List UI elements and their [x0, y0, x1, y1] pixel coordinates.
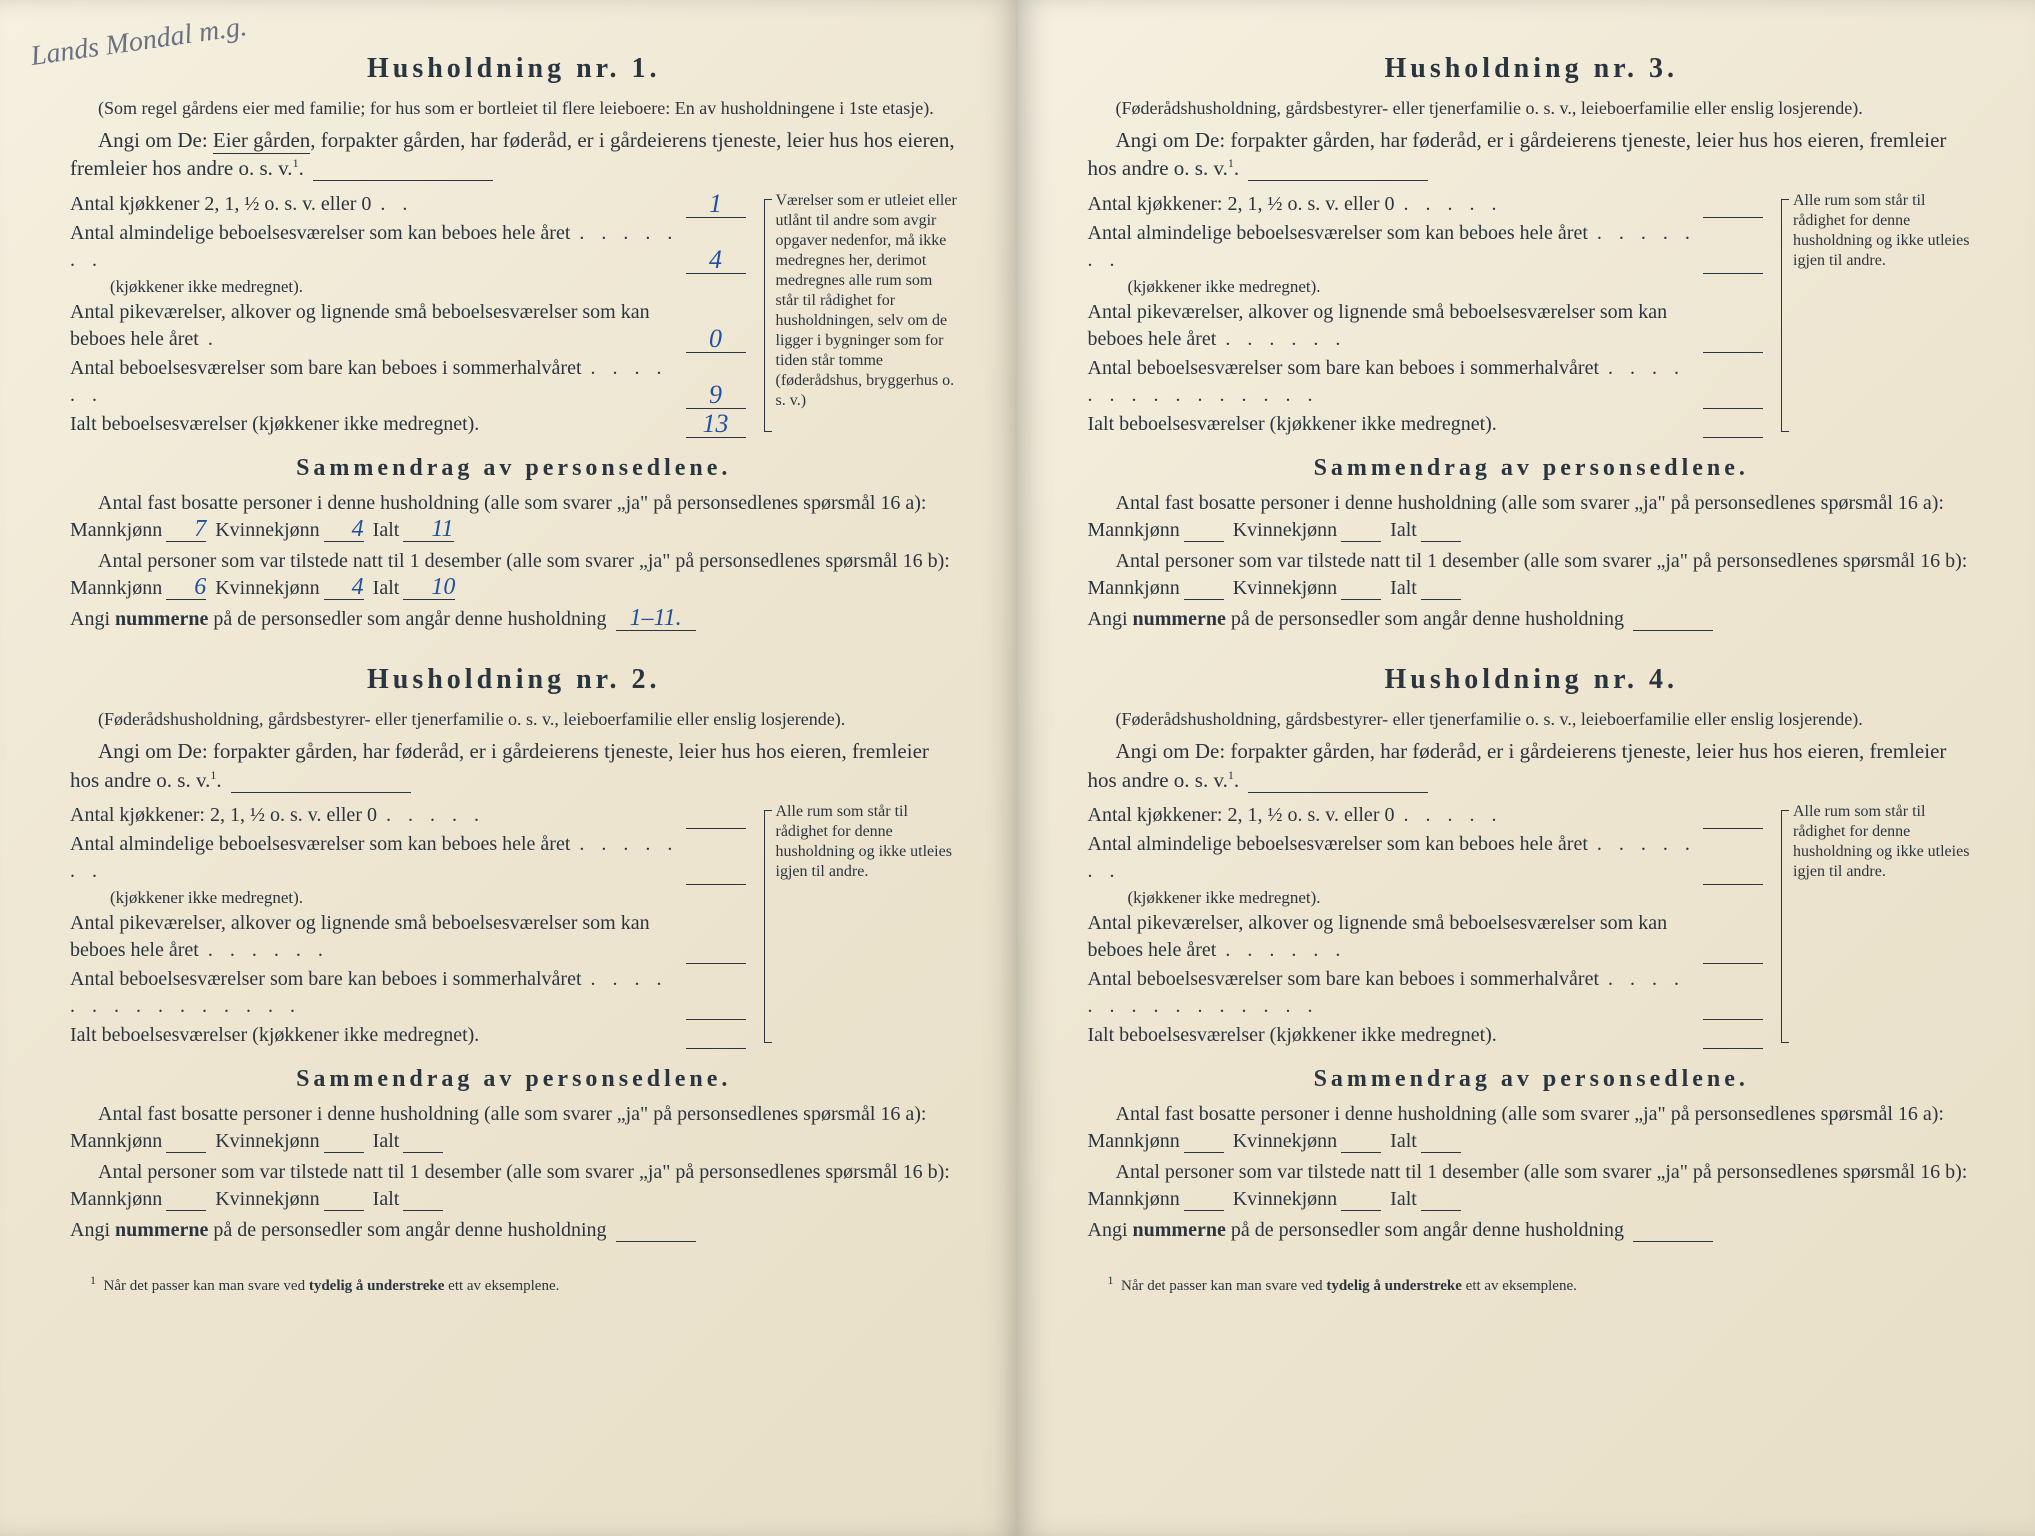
room-line: Antal pikeværelser, alkover og lignende … [70, 910, 746, 964]
angi-line: Angi om De: Eier gården, forpakter gårde… [70, 126, 958, 183]
summary-16a: Antal fast bosatte personer i denne hush… [70, 490, 958, 544]
footnote-left: 1 Når det passer kan man svare ved tydel… [70, 1272, 958, 1296]
room-value-blank [1703, 858, 1763, 885]
rooms-list: Antal kjøkkener 2, 1, ½ o. s. v. eller 0… [70, 191, 746, 440]
summary-16b: Antal personer som var tilstede natt til… [1088, 1159, 1976, 1213]
household-desc: (Føderådshusholdning, gårdsbestyrer- ell… [1088, 707, 1976, 731]
room-line: Antal almindelige beboelsesværelser som … [70, 831, 746, 885]
household-desc: (Som regel gårdens eier med familie; for… [70, 96, 958, 120]
rooms-side-note: Alle rum som står til rådighet for denne… [1775, 191, 1975, 440]
room-line: Antal pikeværelser, alkover og lignende … [1088, 910, 1764, 964]
room-value-blank [686, 993, 746, 1020]
room-line: Antal almindelige beboelsesværelser som … [70, 220, 746, 274]
rooms-list: Antal kjøkkener: 2, 1, ½ o. s. v. eller … [70, 802, 746, 1051]
rooms-list: Antal kjøkkener: 2, 1, ½ o. s. v. eller … [1088, 802, 1764, 1051]
household-title: Husholdning nr. 3. [1088, 50, 1976, 88]
room-line: Antal beboelsesværelser som bare kan beb… [1088, 355, 1764, 409]
room-value-blank [1703, 247, 1763, 274]
room-line: Ialt beboelsesværelser (kjøkkener ikke m… [70, 1022, 746, 1049]
summary-16b: Antal personer som var tilstede natt til… [70, 1159, 958, 1213]
room-line: Antal kjøkkener 2, 1, ½ o. s. v. eller 0… [70, 191, 746, 218]
angi-line: Angi om De: forpakter gården, har føderå… [1088, 737, 1976, 794]
room-value-blank [1703, 993, 1763, 1020]
room-value-blank [1703, 937, 1763, 964]
rooms-list: Antal kjøkkener: 2, 1, ½ o. s. v. eller … [1088, 191, 1764, 440]
room-line: Antal beboelsesværelser som bare kan beb… [70, 355, 746, 409]
room-line: Ialt beboelsesværelser (kjøkkener ikke m… [1088, 1022, 1764, 1049]
room-line: Antal pikeværelser, alkover og lignende … [1088, 299, 1764, 353]
summary-16a: Antal fast bosatte personer i denne hush… [70, 1101, 958, 1155]
room-value-blank: 1 [686, 191, 746, 218]
nummer-line: Angi nummerne på de personsedler som ang… [1088, 606, 1976, 633]
angi-line: Angi om De: forpakter gården, har føderå… [1088, 126, 1976, 183]
household-desc: (Føderådshusholdning, gårdsbestyrer- ell… [70, 707, 958, 731]
room-value-blank: 4 [686, 247, 746, 274]
footnote-right: 1 Når det passer kan man svare ved tydel… [1088, 1272, 1976, 1296]
household-3: Husholdning nr. 3. (Føderådshusholdning,… [1088, 50, 1976, 633]
room-line: Antal kjøkkener: 2, 1, ½ o. s. v. eller … [1088, 802, 1764, 829]
room-value-blank: 9 [686, 382, 746, 409]
angi-line: Angi om De: forpakter gården, har føderå… [70, 737, 958, 794]
room-value-blank [686, 802, 746, 829]
household-1: Husholdning nr. 1. (Som regel gårdens ei… [70, 50, 958, 633]
room-line: Antal almindelige beboelsesværelser som … [1088, 831, 1764, 885]
household-desc: (Føderådshusholdning, gårdsbestyrer- ell… [1088, 96, 1976, 120]
rooms-side-note: Alle rum som står til rådighet for denne… [758, 802, 958, 1051]
rooms-side-note: Værelser som er utleiet eller utlånt til… [758, 191, 958, 440]
room-line: Antal kjøkkener: 2, 1, ½ o. s. v. eller … [1088, 191, 1764, 218]
room-line: Ialt beboelsesværelser (kjøkkener ikke m… [70, 411, 746, 438]
summary-title: Sammendrag av personsedlene. [1088, 1063, 1976, 1095]
room-value-blank: 13 [686, 411, 746, 438]
room-value-blank [1703, 191, 1763, 218]
rooms-side-note: Alle rum som står til rådighet for denne… [1775, 802, 1975, 1051]
household-2: Husholdning nr. 2. (Føderådshusholdning,… [70, 661, 958, 1244]
summary-title: Sammendrag av personsedlene. [70, 452, 958, 484]
room-line: Antal beboelsesværelser som bare kan beb… [1088, 966, 1764, 1020]
room-line: Ialt beboelsesværelser (kjøkkener ikke m… [1088, 411, 1764, 438]
nummer-line: Angi nummerne på de personsedler som ang… [70, 606, 958, 633]
left-page: Lands Mondal m.g. Husholdning nr. 1. (So… [0, 0, 1018, 1536]
room-line: Antal kjøkkener: 2, 1, ½ o. s. v. eller … [70, 802, 746, 829]
household-title: Husholdning nr. 4. [1088, 661, 1976, 699]
household-4: Husholdning nr. 4. (Føderådshusholdning,… [1088, 661, 1976, 1244]
summary-title: Sammendrag av personsedlene. [1088, 452, 1976, 484]
room-value-blank [1703, 382, 1763, 409]
summary-16a: Antal fast bosatte personer i denne hush… [1088, 490, 1976, 544]
household-title: Husholdning nr. 1. [70, 50, 958, 88]
room-line: Antal beboelsesværelser som bare kan beb… [70, 966, 746, 1020]
room-value-blank [686, 1022, 746, 1049]
room-value-blank [686, 937, 746, 964]
room-value-blank [686, 858, 746, 885]
room-value-blank [1703, 411, 1763, 438]
summary-title: Sammendrag av personsedlene. [70, 1063, 958, 1095]
summary-16b: Antal personer som var tilstede natt til… [70, 548, 958, 602]
right-page: Husholdning nr. 3. (Føderådshusholdning,… [1018, 0, 2035, 1536]
summary-16b: Antal personer som var tilstede natt til… [1088, 548, 1976, 602]
room-line: Antal almindelige beboelsesværelser som … [1088, 220, 1764, 274]
room-value-blank [1703, 1022, 1763, 1049]
room-value-blank [1703, 326, 1763, 353]
nummer-line: Angi nummerne på de personsedler som ang… [70, 1217, 958, 1244]
summary-16a: Antal fast bosatte personer i denne hush… [1088, 1101, 1976, 1155]
room-value-blank: 0 [686, 326, 746, 353]
nummer-line: Angi nummerne på de personsedler som ang… [1088, 1217, 1976, 1244]
household-title: Husholdning nr. 2. [70, 661, 958, 699]
room-line: Antal pikeværelser, alkover og lignende … [70, 299, 746, 353]
room-value-blank [1703, 802, 1763, 829]
